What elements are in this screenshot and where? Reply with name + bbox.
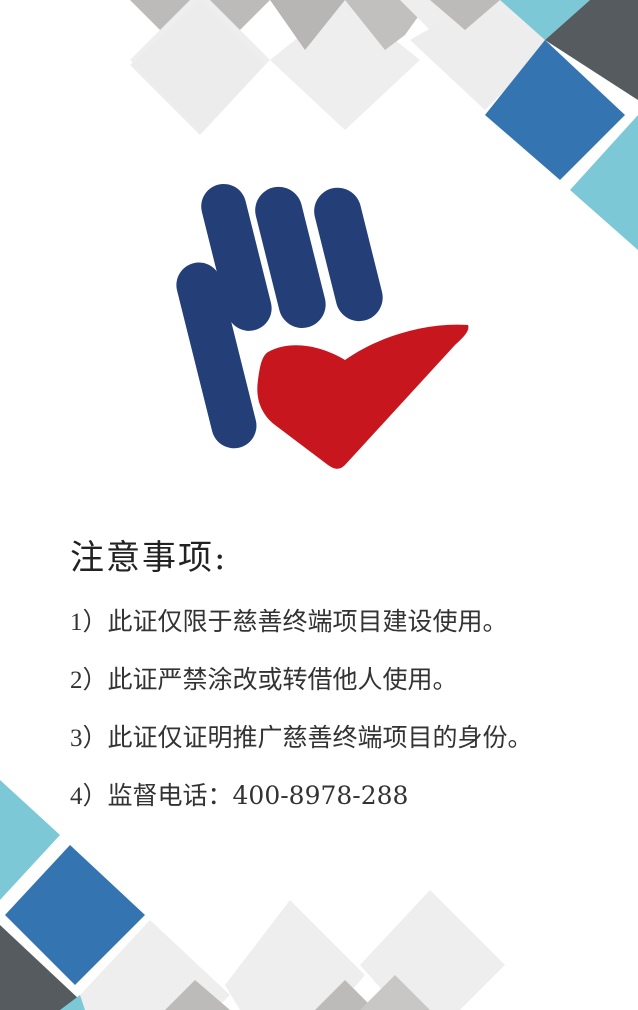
deco-diamond <box>0 780 60 900</box>
notice-item: 3）此证仅证明推广慈善终端项目的身份。 <box>70 709 618 767</box>
deco-diamond <box>165 980 230 1010</box>
deco-diamond <box>225 900 365 1010</box>
item-number: 4） <box>70 783 108 810</box>
deco-diamond <box>0 925 80 1010</box>
deco-diamond <box>570 115 638 250</box>
notice-item: 4）监督电话：400-8978-288 <box>70 767 618 825</box>
deco-diamond <box>345 0 430 50</box>
deco-diamond <box>360 975 430 1010</box>
deco-diamond <box>130 0 265 135</box>
deco-diamond <box>5 845 145 985</box>
charity-hand-heart-logo <box>176 183 469 469</box>
item-text: 此证仅限于慈善终端项目建设使用。 <box>107 607 508 636</box>
deco-diamond <box>500 0 590 40</box>
notice-section: 注意事项: 1）此证仅限于慈善终端项目建设使用。 2）此证严禁涂改或转借他人使用… <box>70 530 618 825</box>
item-text: 此证严禁涂改或转借他人使用。 <box>107 665 458 694</box>
deco-diamond <box>410 0 555 110</box>
notice-item: 1）此证仅限于慈善终端项目建设使用。 <box>70 593 618 651</box>
item-text: 监督电话：400-8978-288 <box>107 781 409 810</box>
deco-diamond <box>485 40 625 180</box>
deco-diamond <box>315 980 375 1010</box>
deco-diamond <box>270 0 345 50</box>
notice-item: 2）此证严禁涂改或转借他人使用。 <box>70 651 618 709</box>
deco-diamond <box>545 0 638 100</box>
item-text: 此证仅证明推广慈善终端项目的身份。 <box>107 723 533 752</box>
item-number: 1） <box>70 609 108 636</box>
notice-title: 注意事项: <box>70 538 228 578</box>
item-number: 2） <box>70 667 108 694</box>
deco-diamond <box>430 0 500 30</box>
item-number: 3） <box>70 725 108 752</box>
